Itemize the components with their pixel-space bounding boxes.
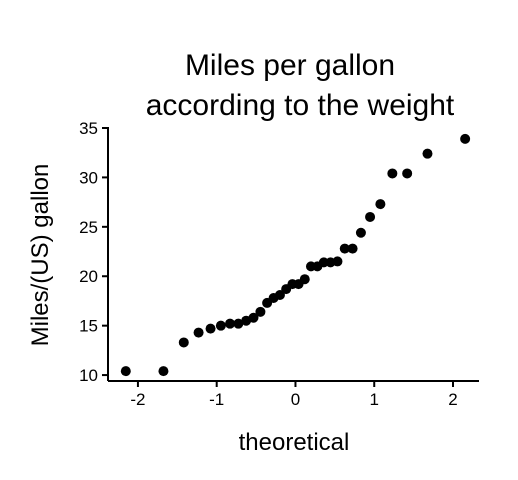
y-tick-label: 15 bbox=[79, 317, 98, 336]
point bbox=[233, 318, 244, 329]
point bbox=[365, 211, 376, 222]
point bbox=[347, 243, 358, 254]
x-tick-label: 2 bbox=[448, 390, 457, 409]
point bbox=[355, 227, 366, 238]
y-axis-label: Miles/(US) gallon bbox=[27, 164, 54, 347]
point bbox=[460, 133, 471, 144]
chart-title: Miles per gallon bbox=[185, 49, 395, 82]
point bbox=[299, 274, 310, 285]
x-tick-label: 0 bbox=[291, 390, 300, 409]
y-tick-label: 20 bbox=[79, 267, 98, 286]
point bbox=[120, 366, 131, 377]
x-tick-label: 1 bbox=[370, 390, 379, 409]
point bbox=[255, 306, 266, 317]
point bbox=[225, 318, 236, 329]
x-axis-label: theoretical bbox=[239, 429, 350, 456]
point bbox=[248, 312, 259, 323]
y-tick-label: 10 bbox=[79, 366, 98, 385]
point bbox=[375, 199, 386, 210]
point bbox=[332, 256, 343, 267]
point bbox=[402, 168, 413, 179]
point bbox=[205, 323, 216, 334]
y-tick-label: 25 bbox=[79, 218, 98, 237]
point bbox=[339, 243, 350, 254]
point bbox=[158, 366, 169, 377]
x-tick-label: -1 bbox=[209, 390, 224, 409]
chart-title: according to the weight bbox=[146, 89, 455, 122]
y-tick-label: 35 bbox=[79, 119, 98, 138]
x-tick-label: -2 bbox=[130, 390, 145, 409]
point bbox=[178, 337, 189, 348]
y-tick-label: 30 bbox=[79, 168, 98, 187]
point bbox=[193, 327, 204, 338]
point bbox=[422, 148, 433, 159]
point bbox=[215, 320, 226, 331]
point bbox=[387, 168, 398, 179]
point bbox=[274, 290, 285, 301]
